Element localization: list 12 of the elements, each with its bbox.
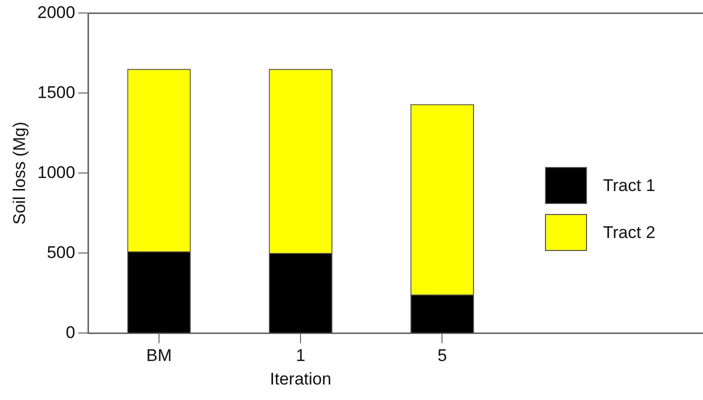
y-tick-label: 1500 [37,82,76,102]
y-tick-label: 2000 [37,2,76,22]
legend-label: Tract 1 [603,176,656,196]
x-tick-label: 1 [296,346,306,366]
x-axis-title: Iteration [270,369,332,388]
legend-label: Tract 2 [603,222,656,242]
y-tick-label: 1000 [37,162,76,182]
y-tick-label: 500 [46,242,76,262]
y-tick-label: 0 [66,322,76,342]
x-tick-label: BM [146,346,172,366]
y-axis-title: Soil loss (Mg) [10,122,29,225]
x-tick-label: 5 [437,346,447,366]
